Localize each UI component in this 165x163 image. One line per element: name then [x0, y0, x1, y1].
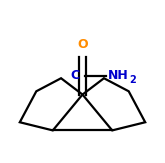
- Text: 2: 2: [130, 75, 136, 85]
- Text: C: C: [70, 69, 79, 82]
- Text: O: O: [77, 37, 88, 51]
- Text: NH: NH: [108, 69, 129, 82]
